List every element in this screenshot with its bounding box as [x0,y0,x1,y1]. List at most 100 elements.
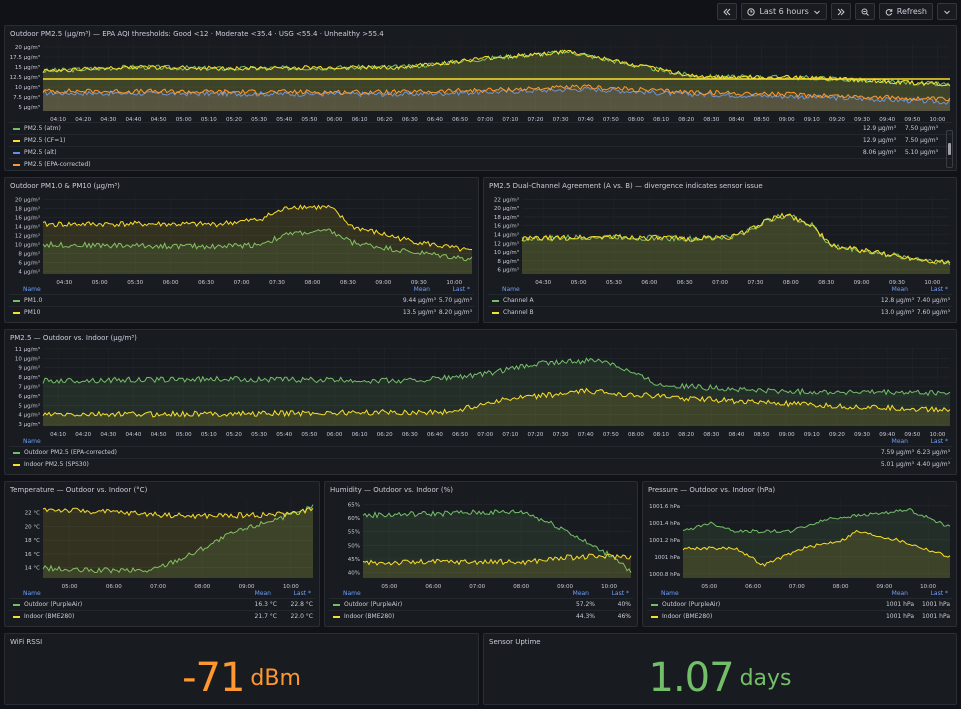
chart-temperature[interactable]: 14 °C 16 °C 18 °C 20 °C 22 °C 05:00 06:00 07:00… [5,497,319,590]
series-swatch [13,311,20,314]
legend-mean: 12.9 µg/m³ [862,125,896,132]
legend-item[interactable]: PM2.5 (CF=1) 12.9 µg/m³ 7.50 µg/m³ [9,134,952,146]
legend-mean: 8.06 µg/m³ [862,149,896,156]
time-shift-back-button[interactable] [717,3,738,20]
x-tick-label: 05:30 [606,280,622,286]
panel-title: PM2.5 Dual-Channel Agreement (A vs. B) —… [489,182,763,190]
legend-item[interactable]: PM2.5 (atm) 12.9 µg/m³ 7.50 µg/m³ [9,122,952,134]
legend-scrollbar[interactable] [946,130,953,168]
legend-item[interactable]: Outdoor (PurpleAir) 16.3 °C 22.8 °C [9,598,315,610]
panel-temperature[interactable]: Temperature — Outdoor vs. Indoor (°C) 14… [4,481,320,627]
legend-item[interactable]: Outdoor PM2.5 (EPA-corrected) 7.59 µg/m³ 6… [9,446,952,458]
legend-header-mean[interactable]: Mean [891,286,908,293]
refresh-button[interactable]: Refresh [878,3,933,20]
legend-header: Name Mean Last * [647,589,952,598]
legend-header-name[interactable]: Name [23,438,41,445]
legend-header-mean[interactable]: Mean [891,438,908,445]
y-tick-label: 7 µg/m³ [18,384,40,391]
chart-svg: 5 µg/m³ 7.5 µg/m³ 10 µg/m³ 12.5 µg/m³ 15 µg/… [10,43,951,123]
series-swatch [13,463,20,466]
panel-title: Temperature — Outdoor vs. Indoor (°C) [10,486,148,494]
legend-header-name[interactable]: Name [23,590,41,597]
series-line[interactable] [42,228,473,262]
series-swatch [13,139,20,142]
legend-item[interactable]: PM2.5 (alt) 8.06 µg/m³ 5.10 µg/m³ [9,146,952,158]
legend-header-name[interactable]: Name [343,590,361,597]
legend-item[interactable]: Channel A 12.8 µg/m³ 7.40 µg/m³ [488,294,952,306]
chart-humidity[interactable]: 40% 45% 50% 55% 60% 65% 05:00 06:00 07:00 08:00 09… [325,497,637,590]
x-tick-label: 05:30 [127,280,143,286]
series-line[interactable] [42,86,951,105]
series-line[interactable] [682,508,951,534]
x-tick-label: 10:00 [601,584,617,590]
panel-pressure[interactable]: Pressure — Outdoor vs. Indoor (hPa) 1000… [642,481,957,627]
panel-outdoor-pm25[interactable]: Outdoor PM2.5 (µg/m³) — EPA AQI threshol… [4,25,957,171]
y-tick-label: 8 µg/m³ [18,374,40,381]
series-line[interactable] [42,357,951,397]
y-tick-label: 5 µg/m³ [18,104,40,111]
panel-pm1-pm10[interactable]: Outdoor PM1.0 & PM10 (µg/m³) 4 µg/m³ 6 µg… [4,177,479,323]
panel-humidity[interactable]: Humidity — Outdoor vs. Indoor (%) 40% 45%… [324,481,638,627]
scrollbar-thumb[interactable] [948,143,951,155]
legend-header-name[interactable]: Name [23,286,41,293]
refresh-icon [885,8,893,16]
chart-pm1-pm10[interactable]: 4 µg/m³ 6 µg/m³ 8 µg/m³ 10 µg/m³ 12 µg/m³ 14 … [5,193,478,286]
series-line[interactable] [682,529,951,567]
legend-header-name[interactable]: Name [661,590,679,597]
series-line[interactable] [42,49,951,87]
chart-dual-channel[interactable]: 6 µg/m³ 8 µg/m³ 10 µg/m³ 12 µg/m³ 14 µg/m³ 16… [484,193,956,286]
time-shift-forward-button[interactable] [830,3,851,20]
legend-item[interactable]: Outdoor (PurpleAir) 57.2% 40% [329,598,633,610]
legend-header-last[interactable]: Last * [611,590,629,597]
legend-header-mean[interactable]: Mean [254,590,271,597]
legend: Name Mean Last * Outdoor PM2.5 (EPA-correc… [9,437,952,470]
x-tick-label: 04:30 [100,117,116,123]
panel-dual-channel[interactable]: PM2.5 Dual-Channel Agreement (A vs. B) —… [483,177,957,323]
legend-item[interactable]: Indoor (BME280) 21.7 °C 22.0 °C [9,610,315,622]
legend-last: 8.20 µg/m³ [438,309,472,316]
series-line[interactable] [42,507,314,520]
series-line[interactable] [42,387,951,418]
legend-item[interactable]: PM2.5 (EPA-corrected) [9,158,952,170]
panel-pm25-outdoor-indoor[interactable]: PM2.5 — Outdoor vs. Indoor (µg/m³) 3 µg/… [4,329,957,475]
legend-item[interactable]: Indoor (BME280) 44.3% 46% [329,610,633,622]
legend-item[interactable]: Indoor PM2.5 (SPS30) 5.01 µg/m³ 4.40 µg/m³ [9,458,952,470]
legend-header-mean[interactable]: Mean [891,590,908,597]
legend-header-mean[interactable]: Mean [572,590,589,597]
x-tick-label: 08:30 [340,280,356,286]
refresh-label: Refresh [896,7,927,16]
legend-item[interactable]: Outdoor (PurpleAir) 1001 hPa 1001 hPa [647,598,952,610]
legend-item[interactable]: PM1.0 9.44 µg/m³ 5.70 µg/m³ [9,294,474,306]
chart-pm25-outdoor-indoor[interactable]: 3 µg/m³ 4 µg/m³ 5 µg/m³ 6 µg/m³ 7 µg/m³ 8 µg/… [5,345,956,438]
legend-header-last[interactable]: Last * [293,590,311,597]
series-line[interactable] [42,84,951,102]
series-line[interactable] [362,509,632,573]
series-line[interactable] [521,212,951,265]
legend-header-name[interactable]: Name [502,286,520,293]
legend-header-last[interactable]: Last * [930,438,948,445]
panel-sensor-uptime[interactable]: Sensor Uptime 1.07 days [483,633,957,705]
x-tick-label: 05:00 [701,584,717,590]
series-line[interactable] [42,204,473,252]
refresh-interval-dropdown[interactable] [937,3,957,20]
legend-header: Name Mean Last * [9,285,474,294]
panel-wifi-rssi[interactable]: WiFi RSSI -71 dBm [4,633,479,705]
legend-header-last[interactable]: Last * [452,286,470,293]
legend-header-last[interactable]: Last * [930,286,948,293]
chart-outdoor-pm25[interactable]: 5 µg/m³ 7.5 µg/m³ 10 µg/m³ 12.5 µg/m³ 15 µg/… [5,41,956,123]
time-range-picker[interactable]: Last 6 hours [741,3,827,20]
x-tick-label: 05:00 [381,584,397,590]
y-tick-label: 11 µg/m³ [15,346,40,353]
legend-item[interactable]: Channel B 13.0 µg/m³ 7.60 µg/m³ [488,306,952,318]
series-swatch [651,603,658,606]
series-line[interactable] [42,504,314,574]
chart-pressure[interactable]: 1000.8 hPa 1001 hPa 1001.2 hPa 1001.4 hPa 10… [643,497,956,590]
legend-item[interactable]: Indoor (BME280) 1001 hPa 1001 hPa [647,610,952,622]
legend-header-last[interactable]: Last * [930,590,948,597]
series-line[interactable] [362,553,632,566]
legend-item[interactable]: PM10 13.5 µg/m³ 8.20 µg/m³ [9,306,474,318]
legend-header-mean[interactable]: Mean [413,286,430,293]
series-area [43,358,950,426]
y-tick-label: 22 °C [25,511,40,517]
zoom-out-button[interactable] [854,3,875,20]
